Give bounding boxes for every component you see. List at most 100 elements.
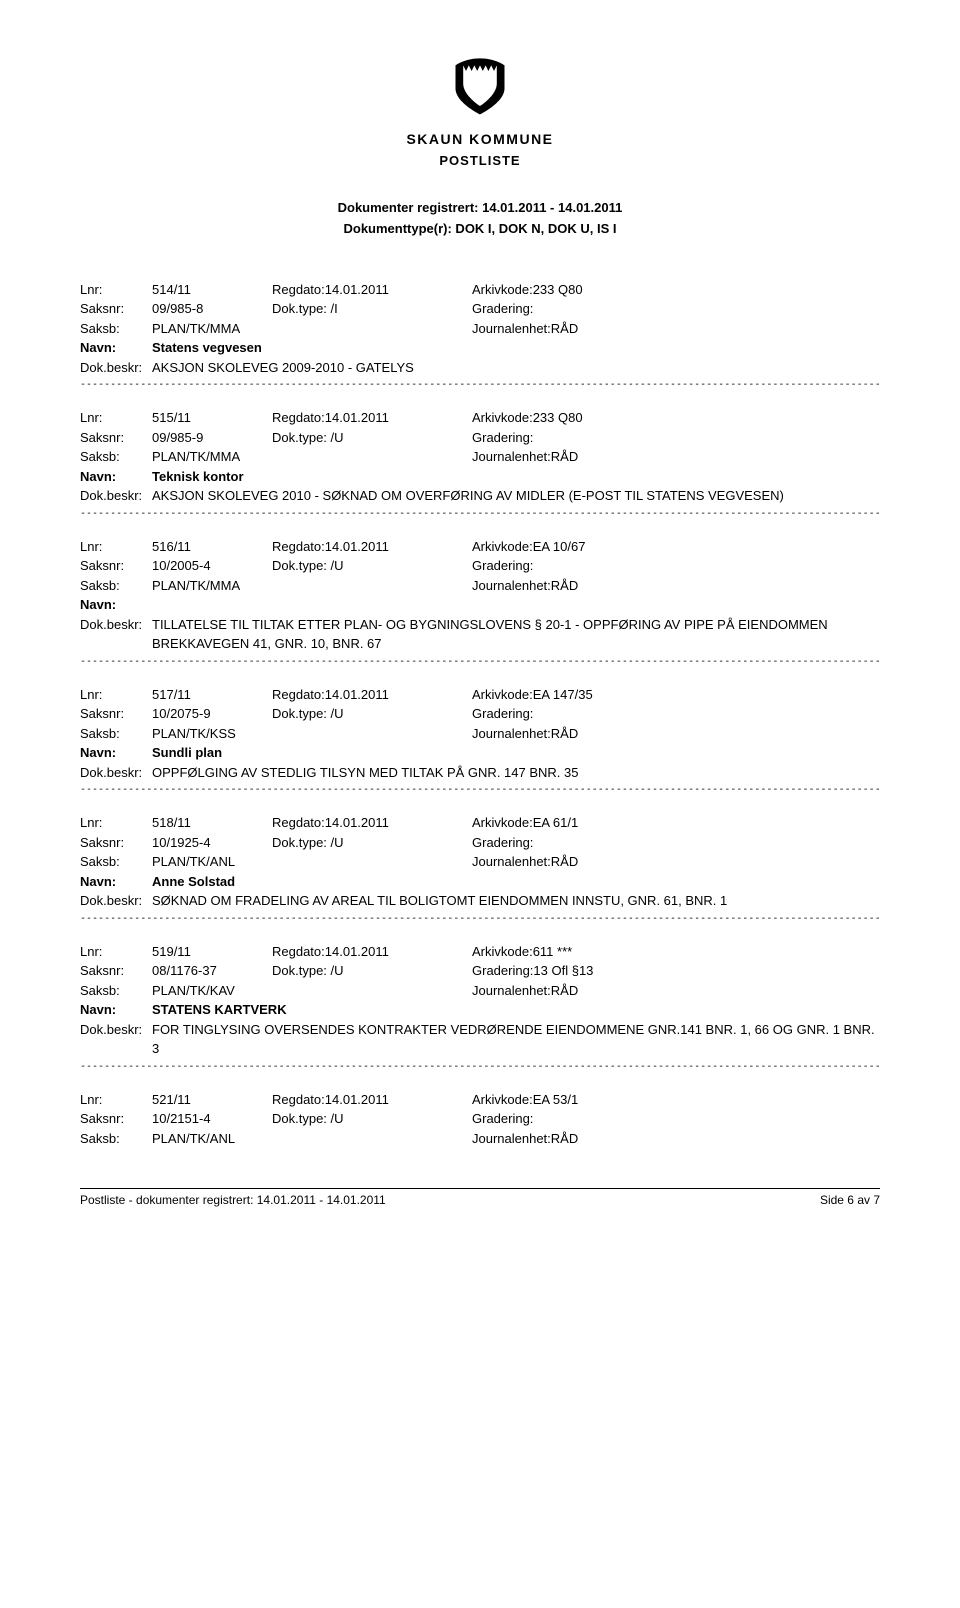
saksnr-value: 10/2151-4 xyxy=(152,1109,272,1129)
arkivkode-value: Arkivkode:EA 10/67 xyxy=(472,537,880,557)
saksnr-label: Saksnr: xyxy=(80,833,152,853)
navn-value: Sundli plan xyxy=(152,743,880,763)
entry-block: Lnr:514/11Regdato:14.01.2011Arkivkode:23… xyxy=(80,280,880,391)
journalenhet-value: Journalenhet:RÅD xyxy=(472,319,880,339)
saksnr-value: 10/2005-4 xyxy=(152,556,272,576)
entry-separator: ----------------------------------------… xyxy=(80,784,880,795)
entry-block: Lnr:515/11Regdato:14.01.2011Arkivkode:23… xyxy=(80,408,880,519)
entry-row-navn: Navn:Sundli plan xyxy=(80,743,880,763)
arkivkode-value: Arkivkode:611 *** xyxy=(472,942,880,962)
saksb-value: PLAN/TK/MMA xyxy=(152,576,472,596)
saksnr-value: 10/2075-9 xyxy=(152,704,272,724)
footer-left: Postliste - dokumenter registrert: 14.01… xyxy=(80,1193,386,1207)
entry-row-lnr: Lnr:519/11Regdato:14.01.2011Arkivkode:61… xyxy=(80,942,880,962)
header-doc-types: Dokumenttype(r): DOK I, DOK N, DOK U, IS… xyxy=(80,219,880,240)
saksb-value: PLAN/TK/KAV xyxy=(152,981,472,1001)
entry-row-beskr: Dok.beskr:OPPFØLGING AV STEDLIG TILSYN M… xyxy=(80,763,880,783)
entry-row-saksb: Saksb:PLAN/TK/KAVJournalenhet:RÅD xyxy=(80,981,880,1001)
journalenhet-value: Journalenhet:RÅD xyxy=(472,724,880,744)
journalenhet-value: Journalenhet:RÅD xyxy=(472,576,880,596)
navn-label: Navn: xyxy=(80,338,152,358)
arkivkode-value: Arkivkode:233 Q80 xyxy=(472,280,880,300)
entry-row-saksnr: Saksnr:10/2005-4Dok.type: /UGradering: xyxy=(80,556,880,576)
entry-separator: ----------------------------------------… xyxy=(80,656,880,667)
arkivkode-value: Arkivkode:233 Q80 xyxy=(472,408,880,428)
regdato-label: Regdato:14.01.2011 xyxy=(272,280,472,300)
kommune-logo xyxy=(445,50,515,120)
entry-row-saksb: Saksb:PLAN/TK/MMAJournalenhet:RÅD xyxy=(80,319,880,339)
entry-row-lnr: Lnr:521/11Regdato:14.01.2011Arkivkode:EA… xyxy=(80,1090,880,1110)
journalenhet-value: Journalenhet:RÅD xyxy=(472,852,880,872)
dokbeskr-label: Dok.beskr: xyxy=(80,891,152,911)
saksb-label: Saksb: xyxy=(80,576,152,596)
entry-row-lnr: Lnr:517/11Regdato:14.01.2011Arkivkode:EA… xyxy=(80,685,880,705)
navn-label: Navn: xyxy=(80,872,152,892)
entry-separator: ----------------------------------------… xyxy=(80,508,880,519)
lnr-label: Lnr: xyxy=(80,942,152,962)
doktype-value: Dok.type: /I xyxy=(272,299,472,319)
entry-separator: ----------------------------------------… xyxy=(80,913,880,924)
entry-separator: ----------------------------------------… xyxy=(80,379,880,390)
regdato-label: Regdato:14.01.2011 xyxy=(272,1090,472,1110)
entries-list: Lnr:514/11Regdato:14.01.2011Arkivkode:23… xyxy=(80,280,880,1149)
dokbeskr-value: OPPFØLGING AV STEDLIG TILSYN MED TILTAK … xyxy=(152,763,880,783)
gradering-value: Gradering:13 Ofl §13 xyxy=(472,961,880,981)
lnr-value: 514/11 xyxy=(152,280,272,300)
footer-right: Side 6 av 7 xyxy=(820,1193,880,1207)
logo-container xyxy=(80,50,880,123)
entry-block: Lnr:519/11Regdato:14.01.2011Arkivkode:61… xyxy=(80,942,880,1072)
entry-row-navn: Navn:STATENS KARTVERK xyxy=(80,1000,880,1020)
lnr-label: Lnr: xyxy=(80,408,152,428)
navn-value: Anne Solstad xyxy=(152,872,880,892)
entry-block: Lnr:517/11Regdato:14.01.2011Arkivkode:EA… xyxy=(80,685,880,796)
journalenhet-value: Journalenhet:RÅD xyxy=(472,1129,880,1149)
saksnr-label: Saksnr: xyxy=(80,556,152,576)
doktype-value: Dok.type: /U xyxy=(272,961,472,981)
lnr-label: Lnr: xyxy=(80,685,152,705)
saksnr-label: Saksnr: xyxy=(80,1109,152,1129)
lnr-label: Lnr: xyxy=(80,537,152,557)
saksnr-label: Saksnr: xyxy=(80,428,152,448)
doktype-value: Dok.type: /U xyxy=(272,833,472,853)
dokbeskr-label: Dok.beskr: xyxy=(80,615,152,654)
entry-row-lnr: Lnr:518/11Regdato:14.01.2011Arkivkode:EA… xyxy=(80,813,880,833)
gradering-value: Gradering: xyxy=(472,556,880,576)
navn-value: Teknisk kontor xyxy=(152,467,880,487)
lnr-value: 519/11 xyxy=(152,942,272,962)
dokbeskr-label: Dok.beskr: xyxy=(80,1020,152,1059)
entry-row-navn: Navn:Teknisk kontor xyxy=(80,467,880,487)
gradering-value: Gradering: xyxy=(472,428,880,448)
arkivkode-value: Arkivkode:EA 147/35 xyxy=(472,685,880,705)
entry-row-beskr: Dok.beskr:SØKNAD OM FRADELING AV AREAL T… xyxy=(80,891,880,911)
navn-label: Navn: xyxy=(80,467,152,487)
saksb-label: Saksb: xyxy=(80,447,152,467)
saksnr-value: 08/1176-37 xyxy=(152,961,272,981)
entry-row-saksb: Saksb:PLAN/TK/ANLJournalenhet:RÅD xyxy=(80,852,880,872)
dokbeskr-value: FOR TINGLYSING OVERSENDES KONTRAKTER VED… xyxy=(152,1020,880,1059)
lnr-label: Lnr: xyxy=(80,280,152,300)
saksb-label: Saksb: xyxy=(80,724,152,744)
dokbeskr-value: SØKNAD OM FRADELING AV AREAL TIL BOLIGTO… xyxy=(152,891,880,911)
arkivkode-value: Arkivkode:EA 53/1 xyxy=(472,1090,880,1110)
regdato-label: Regdato:14.01.2011 xyxy=(272,813,472,833)
dokbeskr-value: AKSJON SKOLEVEG 2009-2010 - GATELYS xyxy=(152,358,880,378)
regdato-label: Regdato:14.01.2011 xyxy=(272,942,472,962)
gradering-value: Gradering: xyxy=(472,299,880,319)
entry-row-saksb: Saksb:PLAN/TK/KSSJournalenhet:RÅD xyxy=(80,724,880,744)
doktype-value: Dok.type: /U xyxy=(272,556,472,576)
doktype-value: Dok.type: /U xyxy=(272,428,472,448)
entry-row-saksnr: Saksnr:09/985-9Dok.type: /UGradering: xyxy=(80,428,880,448)
page-footer: Postliste - dokumenter registrert: 14.01… xyxy=(80,1188,880,1207)
entry-row-beskr: Dok.beskr:AKSJON SKOLEVEG 2010 - SØKNAD … xyxy=(80,486,880,506)
saksnr-label: Saksnr: xyxy=(80,299,152,319)
gradering-value: Gradering: xyxy=(472,704,880,724)
entry-row-navn: Navn:Statens vegvesen xyxy=(80,338,880,358)
lnr-value: 516/11 xyxy=(152,537,272,557)
entry-row-saksb: Saksb:PLAN/TK/MMAJournalenhet:RÅD xyxy=(80,576,880,596)
postliste-label: POSTLISTE xyxy=(80,153,880,168)
entry-row-saksnr: Saksnr:10/1925-4Dok.type: /UGradering: xyxy=(80,833,880,853)
journalenhet-value: Journalenhet:RÅD xyxy=(472,447,880,467)
saksb-value: PLAN/TK/ANL xyxy=(152,1129,472,1149)
entry-row-lnr: Lnr:516/11Regdato:14.01.2011Arkivkode:EA… xyxy=(80,537,880,557)
arkivkode-value: Arkivkode:EA 61/1 xyxy=(472,813,880,833)
